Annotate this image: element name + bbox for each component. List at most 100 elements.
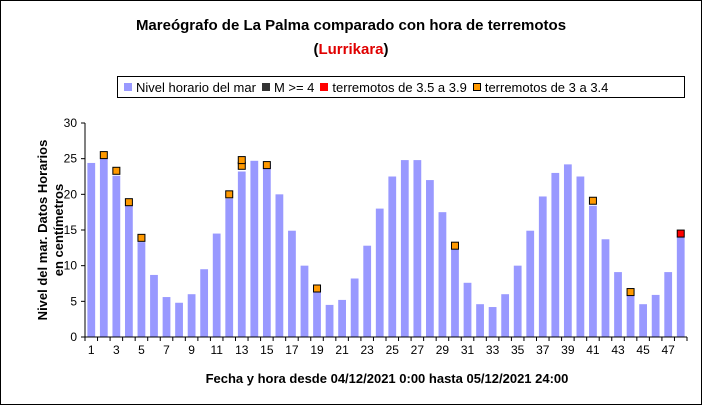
bar-15 bbox=[262, 164, 271, 337]
bar-19 bbox=[313, 292, 321, 337]
x-tick-label-41: 41 bbox=[586, 343, 600, 357]
quake-marker-s3-3 bbox=[137, 233, 146, 242]
y-tick-label-5: 25 bbox=[64, 152, 78, 166]
legend-item-nivel: Nivel horario del mar bbox=[124, 80, 256, 95]
bar-27 bbox=[413, 160, 422, 337]
bar-13 bbox=[237, 171, 246, 337]
y-tick-label-1: 5 bbox=[70, 294, 77, 308]
x-tick-label-35: 35 bbox=[511, 343, 525, 357]
quake-marker-s3-1 bbox=[112, 166, 121, 175]
bar-42 bbox=[601, 239, 610, 337]
bar-40 bbox=[576, 176, 585, 337]
quake-marker-s3-7 bbox=[262, 161, 271, 170]
bar-35 bbox=[513, 265, 522, 337]
x-tick-label-23: 23 bbox=[361, 343, 375, 357]
chart-legend: Nivel horario del mar M >= 4 terremotos … bbox=[117, 76, 685, 98]
x-tick-label-15: 15 bbox=[260, 343, 274, 357]
quake-marker-s3-0 bbox=[99, 151, 108, 160]
bar-12 bbox=[225, 198, 234, 337]
bar-44 bbox=[626, 295, 635, 337]
subtitle-source: Lurrikara bbox=[318, 41, 384, 58]
bar-32 bbox=[476, 304, 484, 337]
subtitle-close-paren: ) bbox=[383, 41, 389, 58]
y-tick-label-3: 15 bbox=[64, 223, 78, 237]
bar-1 bbox=[87, 162, 96, 337]
y-tick-label-4: 20 bbox=[64, 187, 78, 201]
bar-47 bbox=[664, 272, 673, 337]
y-tick-label-2: 10 bbox=[64, 259, 78, 273]
x-tick-label-27: 27 bbox=[411, 343, 425, 357]
bar-4 bbox=[125, 205, 133, 337]
bar-9 bbox=[187, 294, 196, 337]
bar-10 bbox=[200, 269, 209, 337]
x-tick-label-11: 11 bbox=[210, 343, 223, 357]
x-tick-label-29: 29 bbox=[436, 343, 450, 357]
bar-29 bbox=[438, 212, 447, 337]
bar-26 bbox=[400, 160, 409, 337]
quake-marker-s3-10 bbox=[588, 196, 597, 205]
bar-21 bbox=[338, 299, 346, 337]
bar-25 bbox=[388, 176, 397, 337]
chart-title: Mareógrafo de La Palma comparado con hor… bbox=[135, 17, 567, 34]
x-tick-label-3: 3 bbox=[113, 343, 120, 357]
x-tick-label-47: 47 bbox=[662, 343, 676, 357]
x-tick-label-5: 5 bbox=[138, 343, 145, 357]
bar-20 bbox=[325, 304, 334, 337]
x-tick-label-45: 45 bbox=[636, 343, 650, 357]
legend-swatch-nivel bbox=[124, 83, 132, 91]
x-tick-label-37: 37 bbox=[536, 343, 550, 357]
x-tick-label-33: 33 bbox=[486, 343, 500, 357]
bar-7 bbox=[162, 297, 171, 337]
legend-label-30: terremotos de 3 a 3.4 bbox=[484, 79, 609, 95]
legend-label-m4: M >= 4 bbox=[273, 79, 315, 95]
bar-5 bbox=[137, 242, 146, 337]
bar-48 bbox=[676, 237, 685, 337]
bar-17 bbox=[288, 230, 296, 337]
bar-8 bbox=[175, 302, 183, 337]
bar-11 bbox=[212, 233, 221, 337]
bar-36 bbox=[526, 230, 535, 337]
bar-38 bbox=[551, 172, 560, 337]
bar-6 bbox=[150, 274, 158, 337]
x-tick-label-17: 17 bbox=[285, 343, 299, 357]
x-axis-label: Fecha y hora desde 04/12/2021 0:00 hasta… bbox=[205, 371, 569, 386]
quake-marker-s3-4 bbox=[225, 190, 234, 199]
legend-item-30: terremotos de 3 a 3.4 bbox=[472, 79, 609, 95]
bar-39 bbox=[563, 164, 572, 337]
quake-marker-s3-11 bbox=[626, 288, 635, 297]
quake-marker-s3-2 bbox=[124, 198, 133, 207]
bar-45 bbox=[639, 304, 647, 337]
bar-31 bbox=[463, 282, 472, 337]
bar-33 bbox=[488, 307, 497, 337]
bar-30 bbox=[451, 248, 459, 337]
x-tick-label-19: 19 bbox=[310, 343, 324, 357]
x-tick-label-21: 21 bbox=[335, 343, 349, 357]
x-tick-label-13: 13 bbox=[235, 343, 249, 357]
x-tick-label-1: 1 bbox=[88, 343, 95, 357]
x-tick-label-25: 25 bbox=[386, 343, 400, 357]
bar-22 bbox=[350, 278, 359, 337]
bar-37 bbox=[538, 196, 547, 337]
bar-23 bbox=[363, 245, 372, 337]
bar-2 bbox=[99, 158, 108, 337]
x-tick-label-39: 39 bbox=[561, 343, 575, 357]
legend-swatch-m4 bbox=[261, 83, 270, 91]
quake-marker-s3-9 bbox=[450, 241, 459, 250]
bar-34 bbox=[501, 294, 510, 337]
chart-subtitle: (Lurrikara) bbox=[1, 41, 701, 58]
legend-item-35: terremotos de 3.5 a 3.9 bbox=[320, 80, 467, 95]
subtitle-open-paren: ( bbox=[313, 41, 319, 58]
y-tick-label-0: 0 bbox=[70, 330, 77, 344]
bar-28 bbox=[426, 180, 434, 337]
bar-46 bbox=[651, 294, 660, 337]
quake-marker-s3-8 bbox=[313, 284, 322, 293]
x-tick-label-31: 31 bbox=[461, 343, 475, 357]
legend-label-nivel: Nivel horario del mar bbox=[136, 79, 256, 95]
x-tick-label-9: 9 bbox=[188, 343, 195, 357]
bar-41 bbox=[589, 205, 597, 337]
x-tick-label-43: 43 bbox=[611, 343, 625, 357]
bar-16 bbox=[275, 194, 284, 337]
y-tick-label-6: 30 bbox=[64, 116, 78, 130]
